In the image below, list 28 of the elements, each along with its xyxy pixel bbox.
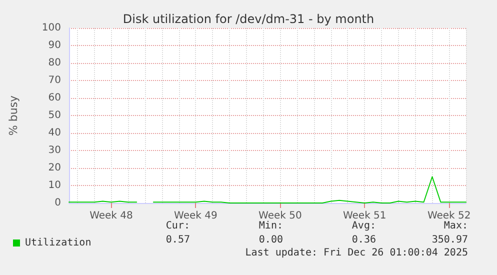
x-tick-label: Week 48 xyxy=(90,210,133,222)
text: 0.36 xyxy=(352,234,376,246)
y-tick-label: 40 xyxy=(48,128,61,138)
y-tick-label: 10 xyxy=(48,180,61,191)
x-tick-label: Week 49 xyxy=(174,210,218,222)
text: 0.00 xyxy=(258,234,283,246)
chart-title: Disk utilization for /dev/dm-31 - by month xyxy=(122,12,374,26)
text: 350.97 xyxy=(432,234,468,246)
y-tick-label: 0 xyxy=(54,198,61,208)
text: 0.57 xyxy=(166,234,190,246)
y-tick-label: 100 xyxy=(42,22,61,34)
text: Last update: Fri Dec 26 01:00:04 2025 xyxy=(245,248,468,258)
text: Min: xyxy=(258,220,283,232)
y-tick-label: 70 xyxy=(48,75,61,86)
text: Max: xyxy=(444,220,468,232)
text: Cur: xyxy=(166,220,190,232)
y-tick-label: 50 xyxy=(48,110,61,121)
y-tick-label: 30 xyxy=(48,145,61,156)
y-tick-label: 80 xyxy=(48,58,61,68)
y-axis-title: % busy xyxy=(7,94,20,136)
y-tick-label: 60 xyxy=(48,92,61,104)
y-tick-label: 90 xyxy=(48,40,61,51)
x-tick-label: Week 52 xyxy=(427,210,471,222)
x-tick-label: Week 50 xyxy=(258,210,302,222)
text: Avg: xyxy=(352,220,376,232)
legend-label: Utilization xyxy=(25,238,92,248)
x-tick-label: Week 51 xyxy=(342,210,386,222)
y-tick-label: 20 xyxy=(48,162,61,174)
